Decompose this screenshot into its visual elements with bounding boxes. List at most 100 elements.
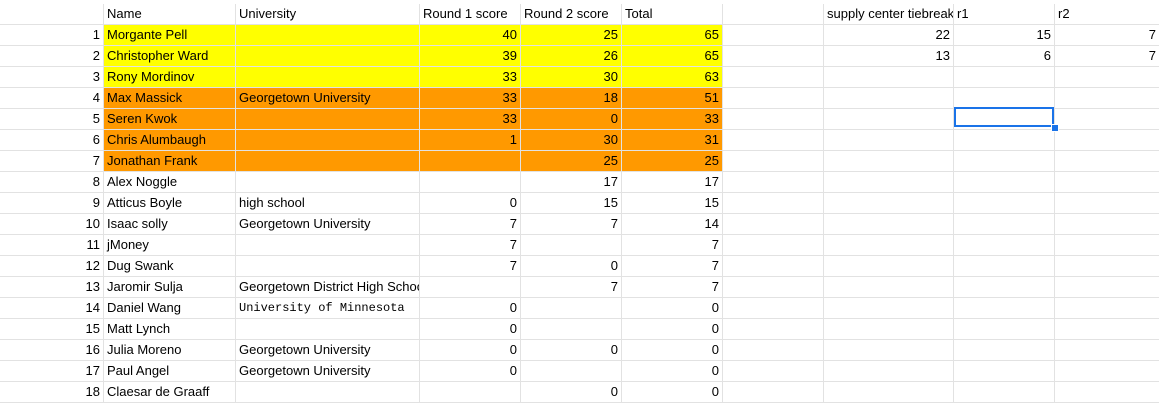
- header-total[interactable]: Total: [622, 4, 723, 25]
- round1-cell[interactable]: [420, 172, 521, 193]
- university-cell[interactable]: [236, 256, 420, 277]
- total-cell[interactable]: 0: [622, 340, 723, 361]
- name-cell[interactable]: Rony Mordinov: [104, 67, 236, 88]
- tiebreak-cell[interactable]: [824, 172, 954, 193]
- university-cell[interactable]: Georgetown University: [236, 88, 420, 109]
- university-cell[interactable]: [236, 109, 420, 130]
- university-cell[interactable]: Georgetown University: [236, 340, 420, 361]
- tiebreak-r1-cell[interactable]: [954, 319, 1055, 340]
- tiebreak-r1-cell[interactable]: [954, 193, 1055, 214]
- tiebreak-r1-cell[interactable]: [954, 277, 1055, 298]
- empty-cell[interactable]: [723, 214, 824, 235]
- tiebreak-r1-cell[interactable]: [954, 214, 1055, 235]
- name-cell[interactable]: Matt Lynch: [104, 319, 236, 340]
- tiebreak-r1-cell[interactable]: [954, 88, 1055, 109]
- tiebreak-cell[interactable]: [824, 214, 954, 235]
- header-name[interactable]: Name: [104, 4, 236, 25]
- university-cell[interactable]: [236, 382, 420, 403]
- tiebreak-r1-cell[interactable]: [954, 67, 1055, 88]
- empty-cell[interactable]: [723, 88, 824, 109]
- empty-cell[interactable]: [723, 109, 824, 130]
- empty-cell[interactable]: [723, 151, 824, 172]
- tiebreak-r2-cell[interactable]: [1055, 319, 1159, 340]
- tiebreak-r2-cell[interactable]: [1055, 172, 1159, 193]
- name-cell[interactable]: Seren Kwok: [104, 109, 236, 130]
- tiebreak-cell[interactable]: [824, 151, 954, 172]
- round2-cell[interactable]: 7: [521, 277, 622, 298]
- tiebreak-cell[interactable]: [824, 130, 954, 151]
- tiebreak-r2-cell[interactable]: [1055, 235, 1159, 256]
- tiebreak-r2-cell[interactable]: [1055, 130, 1159, 151]
- empty-cell[interactable]: [723, 340, 824, 361]
- fill-handle[interactable]: [1051, 124, 1059, 132]
- row-number[interactable]: 14: [0, 298, 104, 319]
- university-cell[interactable]: [236, 130, 420, 151]
- tiebreak-r1-cell[interactable]: [954, 340, 1055, 361]
- row-number[interactable]: 16: [0, 340, 104, 361]
- total-cell[interactable]: 7: [622, 277, 723, 298]
- total-cell[interactable]: 0: [622, 319, 723, 340]
- tiebreak-r1-cell[interactable]: [954, 151, 1055, 172]
- tiebreak-cell[interactable]: [824, 67, 954, 88]
- tiebreak-cell[interactable]: [824, 109, 954, 130]
- total-cell[interactable]: 51: [622, 88, 723, 109]
- row-number[interactable]: 2: [0, 46, 104, 67]
- round2-cell[interactable]: 25: [521, 25, 622, 46]
- round2-cell[interactable]: 30: [521, 130, 622, 151]
- round1-cell[interactable]: 39: [420, 46, 521, 67]
- tiebreak-cell[interactable]: 22: [824, 25, 954, 46]
- header-round1[interactable]: Round 1 score: [420, 4, 521, 25]
- selected-cell-outline[interactable]: [954, 107, 1054, 127]
- tiebreak-cell[interactable]: [824, 235, 954, 256]
- empty-cell[interactable]: [723, 172, 824, 193]
- round2-cell[interactable]: [521, 235, 622, 256]
- university-cell[interactable]: Georgetown University: [236, 214, 420, 235]
- round1-cell[interactable]: 33: [420, 88, 521, 109]
- tiebreak-cell[interactable]: [824, 277, 954, 298]
- round2-cell[interactable]: [521, 361, 622, 382]
- round1-cell[interactable]: [420, 151, 521, 172]
- corner-cell[interactable]: [0, 4, 104, 25]
- round1-cell[interactable]: 33: [420, 67, 521, 88]
- name-cell[interactable]: Jaromir Sulja: [104, 277, 236, 298]
- empty-cell[interactable]: [723, 67, 824, 88]
- empty-cell[interactable]: [723, 46, 824, 67]
- header-university[interactable]: University: [236, 4, 420, 25]
- tiebreak-cell[interactable]: [824, 361, 954, 382]
- round1-cell[interactable]: 7: [420, 256, 521, 277]
- name-cell[interactable]: jMoney: [104, 235, 236, 256]
- total-cell[interactable]: 7: [622, 256, 723, 277]
- tiebreak-r2-cell[interactable]: [1055, 67, 1159, 88]
- round1-cell[interactable]: 33: [420, 109, 521, 130]
- round2-cell[interactable]: 0: [521, 256, 622, 277]
- round2-cell[interactable]: 0: [521, 382, 622, 403]
- total-cell[interactable]: 17: [622, 172, 723, 193]
- total-cell[interactable]: 65: [622, 25, 723, 46]
- total-cell[interactable]: 0: [622, 298, 723, 319]
- tiebreak-r2-cell[interactable]: [1055, 109, 1159, 130]
- tiebreak-r1-cell[interactable]: [954, 235, 1055, 256]
- row-number[interactable]: 10: [0, 214, 104, 235]
- total-cell[interactable]: 33: [622, 109, 723, 130]
- empty-cell[interactable]: [723, 193, 824, 214]
- tiebreak-cell[interactable]: 13: [824, 46, 954, 67]
- round2-cell[interactable]: 17: [521, 172, 622, 193]
- tiebreak-cell[interactable]: [824, 256, 954, 277]
- university-cell[interactable]: [236, 46, 420, 67]
- total-cell[interactable]: 0: [622, 361, 723, 382]
- row-number[interactable]: 1: [0, 25, 104, 46]
- university-cell[interactable]: high school: [236, 193, 420, 214]
- university-cell[interactable]: University of Minnesota: [236, 298, 420, 319]
- row-number[interactable]: 17: [0, 361, 104, 382]
- round1-cell[interactable]: 7: [420, 235, 521, 256]
- total-cell[interactable]: 14: [622, 214, 723, 235]
- tiebreak-r1-cell[interactable]: [954, 130, 1055, 151]
- round2-cell[interactable]: [521, 319, 622, 340]
- round2-cell[interactable]: 7: [521, 214, 622, 235]
- row-number[interactable]: 15: [0, 319, 104, 340]
- round1-cell[interactable]: 0: [420, 298, 521, 319]
- round1-cell[interactable]: [420, 277, 521, 298]
- empty-cell[interactable]: [723, 277, 824, 298]
- round2-cell[interactable]: 25: [521, 151, 622, 172]
